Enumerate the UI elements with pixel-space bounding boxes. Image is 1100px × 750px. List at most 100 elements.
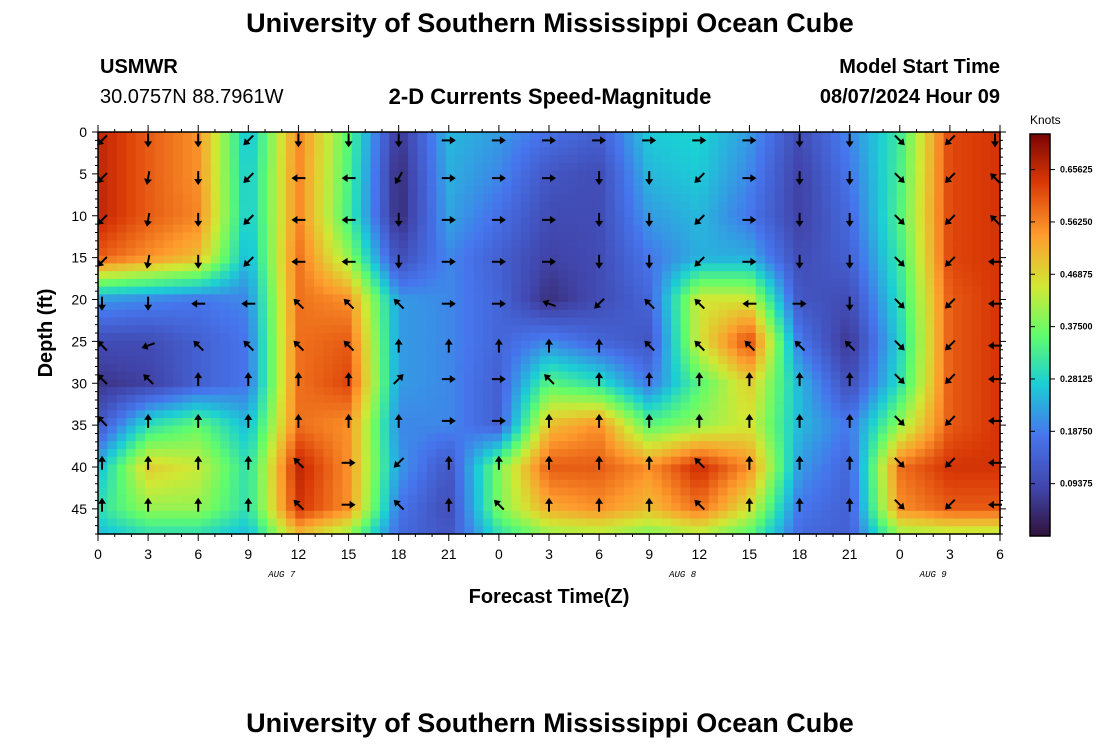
heat-cell bbox=[229, 302, 240, 311]
heat-cell bbox=[502, 371, 513, 380]
heat-cell bbox=[229, 371, 240, 380]
heat-cell bbox=[473, 271, 484, 280]
heat-cell bbox=[107, 387, 118, 396]
heat-cell bbox=[154, 170, 165, 179]
heat-cell bbox=[567, 255, 578, 265]
heat-cell bbox=[417, 379, 428, 388]
heat-cell bbox=[699, 271, 710, 280]
heat-cell bbox=[276, 263, 287, 272]
heat-cell bbox=[473, 193, 484, 203]
heat-cell bbox=[859, 472, 870, 481]
heat-cell bbox=[652, 510, 663, 520]
heat-cell bbox=[285, 317, 296, 326]
heat-cell bbox=[567, 139, 578, 149]
heat-cell bbox=[398, 340, 409, 350]
heat-cell bbox=[943, 456, 954, 466]
heat-cell bbox=[304, 479, 315, 489]
heat-cell bbox=[163, 379, 174, 388]
heat-cell bbox=[830, 139, 841, 149]
heat-cell bbox=[135, 487, 146, 496]
heat-cell bbox=[257, 209, 268, 218]
heat-cell bbox=[887, 526, 898, 535]
heat-cell bbox=[210, 247, 221, 257]
heat-cell bbox=[135, 201, 146, 210]
heat-cell bbox=[567, 371, 578, 380]
heat-cell bbox=[267, 139, 278, 149]
heat-cell bbox=[877, 155, 888, 164]
heat-cell bbox=[98, 479, 108, 489]
heat-cell bbox=[736, 433, 747, 442]
heat-cell bbox=[116, 155, 127, 164]
heat-cell bbox=[924, 240, 935, 249]
heat-cell bbox=[830, 518, 841, 527]
heat-cell bbox=[614, 294, 625, 303]
heat-cell bbox=[774, 510, 785, 520]
heat-cell bbox=[398, 155, 409, 164]
heat-cell bbox=[436, 325, 447, 334]
heat-cell bbox=[652, 240, 663, 249]
heat-cell bbox=[953, 410, 964, 419]
heat-cell bbox=[248, 394, 259, 404]
heat-cell bbox=[201, 193, 212, 203]
heat-cell bbox=[389, 317, 400, 326]
heat-cell bbox=[257, 286, 268, 295]
heat-cell bbox=[229, 487, 240, 496]
heat-cell bbox=[661, 495, 672, 504]
heat-cell bbox=[126, 510, 137, 520]
heat-cell bbox=[389, 302, 400, 311]
heat-cell bbox=[680, 162, 691, 172]
heat-cell bbox=[830, 402, 841, 411]
heat-cell bbox=[586, 356, 597, 365]
heat-cell bbox=[201, 224, 212, 234]
heat-cell bbox=[906, 472, 917, 481]
heat-cell bbox=[276, 433, 287, 442]
heat-cell bbox=[351, 464, 362, 473]
heat-cell bbox=[201, 510, 212, 520]
heat-cell bbox=[624, 487, 635, 496]
heat-cell bbox=[849, 209, 860, 218]
heat-cell bbox=[98, 209, 108, 218]
heat-cell bbox=[661, 333, 672, 342]
heat-cell bbox=[567, 333, 578, 342]
heat-cell bbox=[849, 394, 860, 404]
heat-cell bbox=[502, 410, 513, 419]
heat-cell bbox=[953, 263, 964, 272]
heat-cell bbox=[793, 186, 804, 195]
heat-cell bbox=[370, 510, 381, 520]
heat-cell bbox=[586, 441, 597, 450]
heat-cell bbox=[539, 240, 550, 249]
heat-cell bbox=[398, 379, 409, 388]
heat-cell bbox=[962, 394, 973, 404]
heat-cell bbox=[736, 217, 747, 226]
heat-cell bbox=[426, 425, 437, 435]
heat-cell bbox=[455, 317, 466, 326]
heat-cell bbox=[642, 464, 653, 473]
heat-cell bbox=[633, 178, 644, 187]
heat-cell bbox=[887, 348, 898, 357]
heat-cell bbox=[624, 170, 635, 179]
heat-cell bbox=[765, 387, 776, 396]
heat-cell bbox=[765, 526, 776, 535]
heat-cell bbox=[342, 209, 353, 218]
heat-cell bbox=[577, 456, 588, 466]
heat-cell bbox=[144, 132, 155, 141]
heat-cell bbox=[708, 503, 719, 512]
heat-cell bbox=[915, 394, 926, 404]
heat-cell bbox=[642, 518, 653, 527]
heat-cell bbox=[558, 193, 569, 203]
heat-cell bbox=[877, 309, 888, 319]
heat-cell bbox=[859, 302, 870, 311]
heat-cell bbox=[191, 278, 202, 288]
heat-cell bbox=[915, 271, 926, 280]
heat-cell bbox=[530, 232, 541, 241]
heat-cell bbox=[896, 147, 907, 156]
heat-cell bbox=[868, 193, 879, 203]
heat-cell bbox=[530, 255, 541, 265]
heat-cell bbox=[558, 186, 569, 195]
heat-cell bbox=[840, 209, 851, 218]
heat-cell bbox=[624, 402, 635, 411]
heat-cell bbox=[276, 340, 287, 350]
heat-cell bbox=[257, 232, 268, 241]
heat-cell bbox=[492, 518, 503, 527]
heat-cell bbox=[689, 503, 700, 512]
